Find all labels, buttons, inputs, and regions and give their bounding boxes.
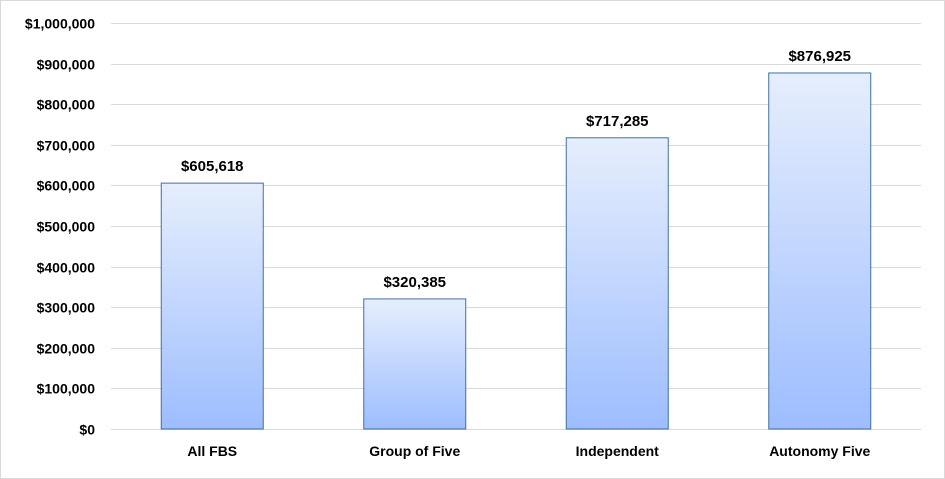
data-label: $605,618: [181, 158, 244, 175]
x-category-label: Independent: [576, 443, 660, 459]
y-tick-label: $200,000: [37, 341, 96, 357]
data-label: $717,285: [586, 113, 649, 130]
data-label: $320,385: [383, 274, 446, 291]
bar-all-fbs: [160, 182, 264, 430]
data-label: $876,925: [788, 48, 851, 65]
bar-group-of-five: [363, 298, 467, 430]
y-tick-label: $100,000: [37, 381, 96, 397]
bar-independent: [565, 137, 669, 430]
y-tick-label: $800,000: [37, 97, 96, 113]
data-labels: $605,618 $320,385 $717,285 $876,925: [181, 48, 851, 291]
y-tick-label: $900,000: [37, 57, 96, 73]
x-axis-category-labels: All FBS Group of Five Independent Autonomy …: [187, 443, 870, 459]
y-tick-label: $0: [79, 422, 95, 438]
y-tick-label: $500,000: [37, 219, 96, 235]
x-category-label: Autonomy Five: [769, 443, 870, 459]
y-tick-label: $700,000: [37, 138, 96, 154]
bar-autonomy-five: [768, 72, 872, 430]
y-tick-label: $600,000: [37, 178, 96, 194]
y-tick-label: $300,000: [37, 300, 96, 316]
x-category-label: Group of Five: [369, 443, 460, 459]
x-category-label: All FBS: [187, 443, 237, 459]
y-tick-label: $1,000,000: [25, 16, 95, 32]
bars: [160, 72, 872, 430]
y-tick-label: $400,000: [37, 260, 96, 276]
y-axis-tick-labels: $0 $100,000 $200,000 $300,000 $400,000 $500,0…: [25, 16, 95, 438]
